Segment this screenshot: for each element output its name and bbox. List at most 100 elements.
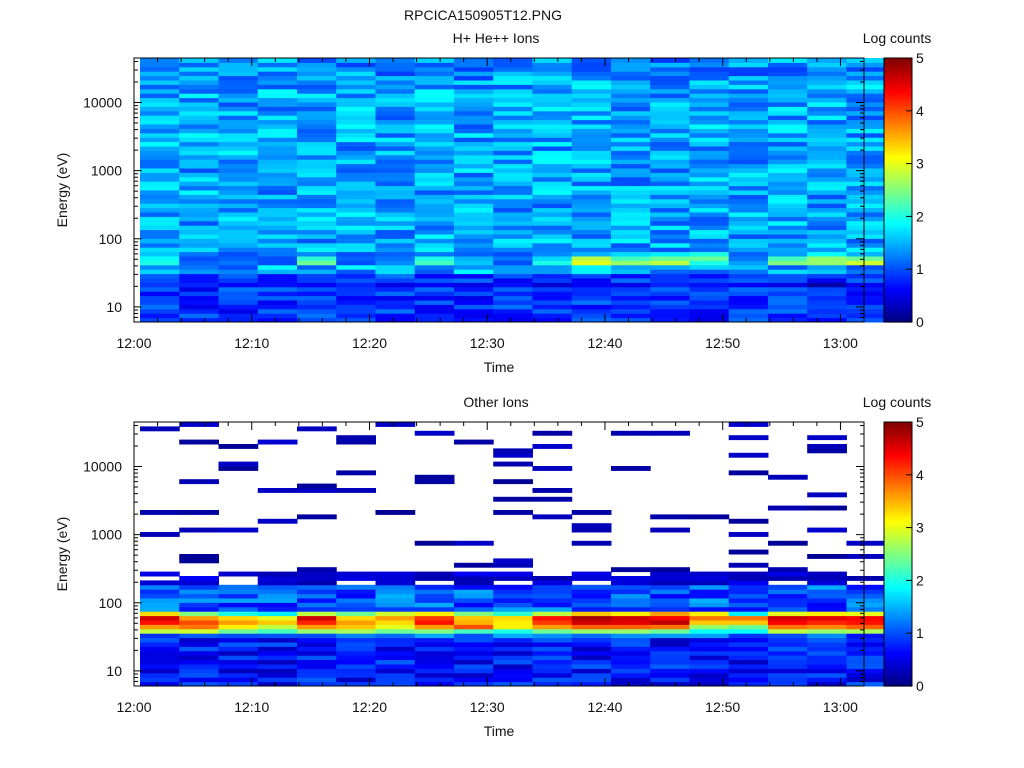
spectrogram-cell: [336, 291, 376, 297]
spectrogram-cell: [610, 295, 651, 301]
spectrogram-cell: [689, 295, 730, 301]
spectrogram-cell: [846, 181, 887, 187]
spectrogram-cell: [414, 278, 455, 283]
spectrogram-cell: [414, 106, 455, 112]
spectrogram-cell: [296, 75, 337, 81]
spectrogram-cell: [807, 624, 847, 630]
spectrogram-cell: [493, 295, 533, 301]
spectrogram-cell: [689, 238, 730, 244]
spectrogram-cell: [767, 681, 808, 687]
spectrogram-cell: [453, 93, 494, 99]
spectrogram-cell: [767, 93, 808, 99]
spectrogram-cell: [846, 128, 887, 134]
colorbar-step: [884, 546, 912, 550]
spectrogram-cell: [689, 576, 730, 581]
spectrogram-cell: [140, 611, 180, 617]
spectrogram-cell: [179, 580, 219, 586]
colorbar-step: [884, 625, 912, 629]
spectrogram-cell: [846, 554, 887, 559]
spectrogram-cell: [414, 97, 455, 103]
spectrogram-cell: [650, 264, 690, 270]
spectrogram-cell: [218, 606, 259, 612]
spectrogram-cell: [257, 66, 298, 72]
spectrogram-cell: [453, 611, 494, 617]
spectrogram-cell: [179, 172, 219, 178]
spectrogram-cell: [650, 106, 690, 112]
spectrogram-cell: [689, 256, 730, 261]
colorbar-step: [884, 543, 912, 547]
spectrogram-cell: [846, 260, 887, 266]
colorbar-step: [884, 556, 912, 560]
spectrogram-cell: [532, 132, 573, 138]
spectrogram-cell: [375, 238, 416, 244]
spectrogram-cell: [728, 664, 769, 669]
colorbar-tick-label: 2: [916, 572, 924, 588]
spectrogram-cell: [140, 185, 180, 191]
spectrogram-cell: [767, 225, 808, 231]
spectrogram-cell: [296, 291, 337, 297]
spectrogram-cell: [375, 141, 416, 147]
spectrogram-cell: [689, 269, 730, 275]
panel-title: H+ He++ Ions: [453, 30, 540, 46]
spectrogram-cell: [689, 571, 730, 577]
spectrogram-cell: [846, 163, 887, 169]
spectrogram-cell: [846, 84, 887, 90]
colorbar-step: [884, 612, 912, 616]
spectrogram-cell: [375, 88, 416, 94]
spectrogram-cell: [610, 602, 651, 608]
spectrogram-cell: [179, 154, 219, 160]
spectrogram-cell: [689, 212, 730, 217]
spectrogram-cell: [846, 584, 887, 590]
spectrogram-cell: [414, 212, 455, 217]
spectrogram-cell: [179, 216, 219, 222]
spectrogram-cell: [728, 88, 769, 94]
colorbar-step: [884, 641, 912, 645]
spectrogram-cell: [493, 168, 533, 173]
spectrogram-cell: [218, 461, 259, 467]
spectrogram-cell: [689, 672, 730, 678]
spectrogram-cell: [218, 317, 259, 323]
spectrogram-cell: [414, 159, 455, 165]
colorbar-step: [884, 316, 912, 320]
colorbar-step: [884, 485, 912, 489]
spectrogram-cell: [179, 88, 219, 94]
spectrogram-cell: [728, 132, 769, 138]
spectrogram-cell: [767, 242, 808, 248]
colorbar-step: [884, 622, 912, 626]
spectrogram-cell: [571, 146, 612, 151]
spectrogram-cell: [179, 159, 219, 165]
spectrogram-cell: [336, 278, 376, 283]
spectrogram-cell: [375, 606, 416, 612]
spectrogram-cell: [375, 589, 416, 595]
spectrogram-cell: [218, 194, 259, 200]
spectrogram-cell: [728, 677, 769, 683]
spectrogram-cell: [728, 185, 769, 191]
spectrogram-cell: [257, 225, 298, 231]
spectrogram-cell: [728, 212, 769, 217]
spectrogram-cell: [296, 194, 337, 200]
spectrogram-cell: [336, 435, 376, 441]
spectrogram-cell: [453, 75, 494, 81]
spectrogram-cell: [179, 304, 219, 310]
colorbar-step: [884, 564, 912, 568]
spectrogram-cell: [532, 146, 573, 151]
spectrogram-cell: [807, 225, 847, 231]
spectrogram-cell: [532, 430, 573, 436]
spectrogram-cell: [336, 137, 376, 143]
spectrogram-cell: [414, 190, 455, 195]
spectrogram-cell: [571, 80, 612, 85]
spectrogram-cell: [296, 146, 337, 151]
spectrogram-cell: [414, 300, 455, 305]
spectrogram-cell: [336, 194, 376, 200]
spectrogram-cell: [493, 589, 533, 595]
spectrogram-cell: [767, 58, 808, 63]
spectrogram-cell: [532, 282, 573, 288]
spectrogram-cell: [218, 225, 259, 231]
spectrogram-cell: [493, 198, 533, 204]
spectrogram-cell: [846, 58, 887, 63]
spectrogram-cell: [414, 606, 455, 612]
spectrogram-cell: [140, 300, 180, 305]
colorbar-step: [884, 311, 912, 315]
spectrogram-cell: [807, 304, 847, 310]
colorbar-step: [884, 266, 912, 270]
